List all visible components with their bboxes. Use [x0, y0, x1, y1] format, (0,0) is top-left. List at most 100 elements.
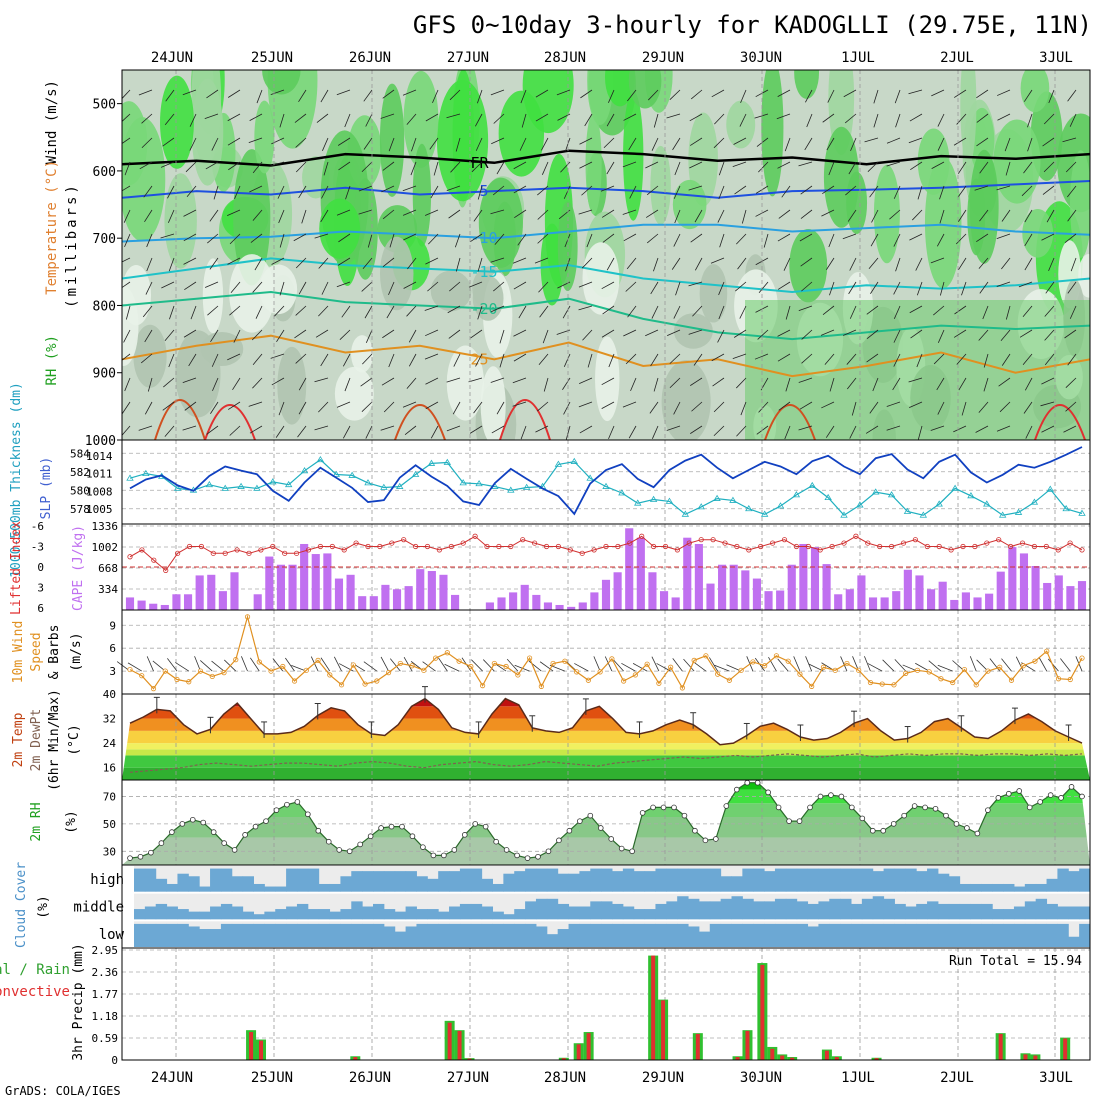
rh-blob — [493, 201, 516, 277]
isotherm-label: FR — [470, 154, 489, 172]
wind-barb — [690, 377, 703, 386]
wind-barb — [316, 113, 329, 123]
cloud-cell — [633, 909, 646, 920]
wind-barb — [805, 656, 813, 672]
cloud-cell — [459, 868, 472, 892]
wind-barb — [646, 233, 659, 244]
series-line — [129, 753, 1083, 773]
cape-bar — [392, 589, 402, 610]
wind-barb — [711, 353, 725, 362]
wind-barb — [161, 281, 175, 289]
wind-barb — [249, 425, 263, 434]
isotherm-label: -15 — [470, 263, 497, 281]
wind-barb — [389, 233, 395, 248]
wind-barb — [735, 377, 747, 389]
cloud-cell — [318, 909, 331, 920]
rh-blob — [122, 117, 166, 242]
cloud-cell — [851, 868, 863, 892]
cloud-cell — [774, 898, 787, 920]
rh-blob — [352, 178, 378, 280]
cloud-cell — [275, 886, 287, 892]
wind-barb — [894, 89, 901, 104]
data-point — [829, 543, 835, 550]
data-point — [660, 804, 667, 811]
cloud-cell — [601, 901, 613, 920]
wind-barb — [496, 401, 505, 415]
wind-barb — [490, 209, 505, 215]
wind-barb — [122, 137, 131, 144]
cape-bar — [601, 579, 611, 610]
cape-bar — [799, 543, 808, 610]
cloud-cell — [1079, 906, 1091, 920]
wind-barb — [362, 353, 373, 365]
data-point — [650, 804, 656, 811]
cloud-cell — [1003, 883, 1015, 892]
data-point — [441, 852, 447, 859]
wind-barb — [957, 161, 967, 174]
wind-barb — [798, 425, 813, 431]
axis-label-temp: 2m Temp — [11, 712, 26, 767]
y-tick-label: 6 — [109, 642, 116, 655]
cloud-cell — [568, 923, 580, 947]
date-label-bottom: 2JUL — [940, 1070, 974, 1086]
wind-barb — [601, 209, 615, 218]
wind-barb — [270, 89, 285, 95]
date-label-top: 24JUN — [151, 50, 193, 66]
wind-barb — [562, 377, 571, 390]
data-point — [137, 853, 144, 860]
cloud-cell — [894, 923, 906, 947]
cape-bar — [125, 597, 135, 610]
cloud-cell — [688, 926, 700, 947]
wind-barb — [565, 257, 571, 272]
wind-barb — [671, 257, 681, 270]
precip-convective-bar — [467, 1058, 472, 1060]
data-point — [493, 838, 499, 845]
wind-barb — [822, 185, 835, 194]
cloud-cell — [362, 906, 374, 920]
wind-barb — [408, 329, 417, 343]
wind-barb — [601, 329, 615, 338]
wind-barb — [563, 185, 571, 199]
wind-barb — [301, 209, 307, 224]
cloud-cell — [666, 923, 678, 947]
wind-barb — [739, 305, 747, 319]
cloud-cell — [970, 903, 982, 920]
wind-barb — [138, 89, 153, 96]
wind-barb — [584, 113, 593, 127]
wind-barb — [314, 377, 329, 383]
wind-barb — [734, 185, 747, 195]
date-label-bottom: 24JUN — [151, 1070, 193, 1086]
wind-barb — [689, 161, 703, 169]
wind-barb — [337, 257, 351, 266]
wind-barb — [492, 185, 505, 196]
wind-barb — [763, 233, 769, 248]
cloud-cell — [872, 871, 885, 892]
wind-barb — [189, 113, 197, 127]
cloud-cell — [720, 876, 732, 892]
cloud-cell — [253, 923, 265, 947]
data-point — [713, 494, 721, 501]
cape-bar — [741, 570, 750, 610]
cape-bar — [915, 575, 924, 610]
wind-barb — [363, 89, 373, 102]
wind-barb — [623, 113, 637, 121]
cloud-cell — [753, 868, 765, 892]
cloud-cell — [220, 903, 233, 920]
cape-bar — [451, 594, 460, 610]
wind-barb — [784, 137, 791, 152]
cloud-cell — [503, 873, 515, 892]
cloud-cell — [253, 883, 265, 892]
cape-bar — [265, 556, 274, 610]
data-point — [316, 455, 325, 463]
wind-barb — [996, 233, 1011, 239]
cloud-cell — [166, 883, 178, 892]
wind-barb — [1024, 377, 1033, 391]
wind-barb — [1025, 425, 1033, 439]
wind-barb — [630, 377, 637, 392]
wind-barb — [382, 329, 395, 339]
wind-barb — [471, 161, 483, 173]
wind-barb — [718, 305, 725, 320]
data-point — [252, 823, 259, 830]
wind-barb — [846, 353, 857, 365]
cloud-cell — [851, 923, 863, 947]
